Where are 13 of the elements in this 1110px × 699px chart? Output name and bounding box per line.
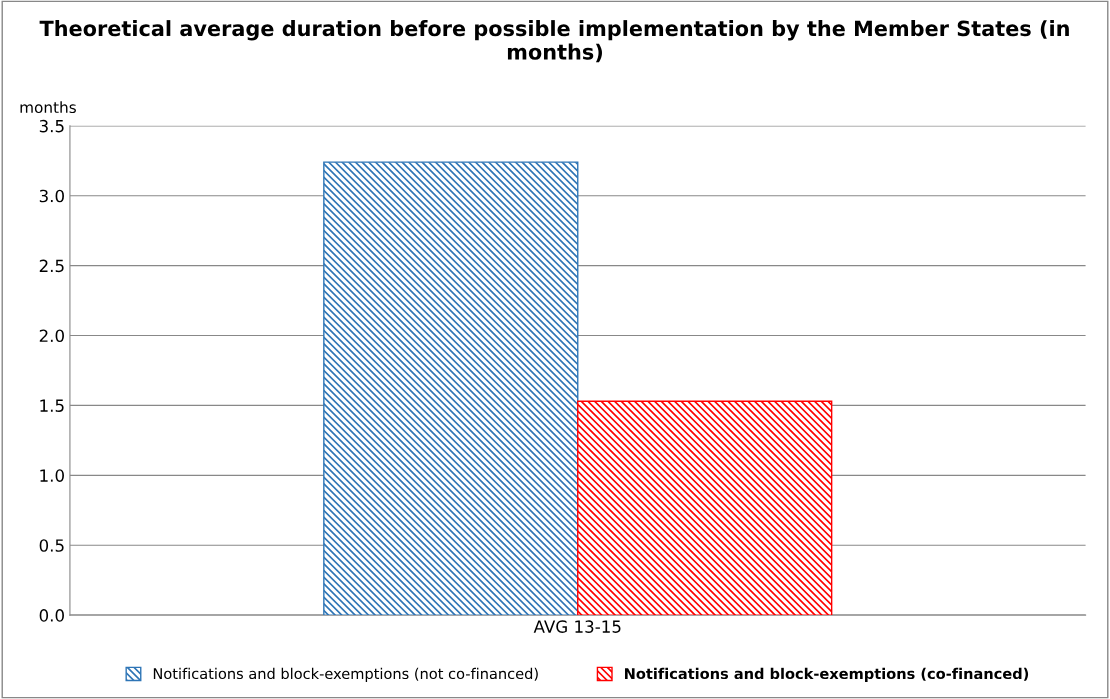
legend-label: Notifications and block-exemptions (not co-financed): [153, 667, 538, 682]
y-tick-label: 1.5: [40, 399, 64, 412]
y-axis-title: months: [20, 101, 76, 114]
y-tick-label: 1.0: [40, 469, 64, 482]
y-tick-label: 0.5: [39, 539, 64, 552]
chart-title: Theoretical average duration before possible implementation by the Member States (in months): [39, 20, 1069, 63]
y-tick-label: 3.0: [39, 189, 64, 203]
legend-label: Notifications and block-exemptions (co-financed): [625, 667, 1029, 682]
x-tick-label: AVG 13-15: [533, 620, 621, 633]
y-tick-label: 0.0: [39, 609, 64, 622]
y-tick-label: 2.0: [39, 329, 64, 343]
y-tick-label: 3.5: [39, 119, 64, 133]
y-tick-label: 2.5: [39, 259, 64, 273]
